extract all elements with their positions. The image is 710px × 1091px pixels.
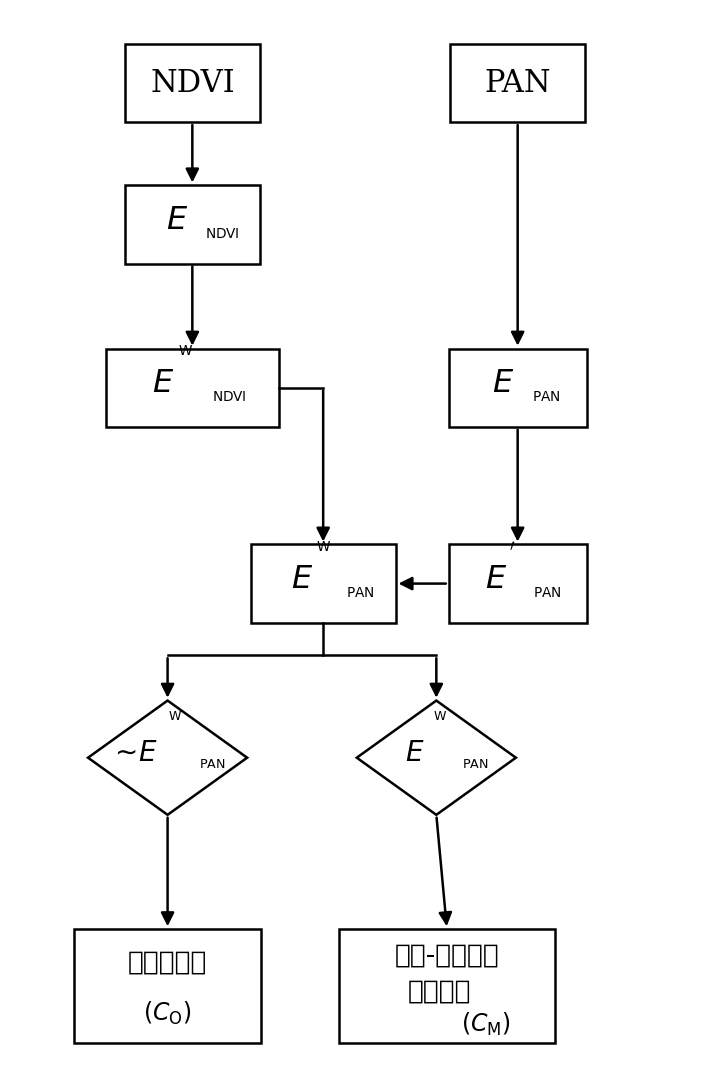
Text: $(C_{\rm M})$: $(C_{\rm M})$ bbox=[461, 1010, 510, 1038]
Text: $\mathit{E}$: $\mathit{E}$ bbox=[405, 740, 425, 767]
FancyBboxPatch shape bbox=[339, 930, 555, 1043]
Text: $\mathit{E}$: $\mathit{E}$ bbox=[151, 368, 174, 399]
Text: $_{\rm PAN}$: $_{\rm PAN}$ bbox=[346, 580, 374, 600]
Text: 其它亚像元: 其它亚像元 bbox=[128, 949, 207, 975]
Text: $_{\rm NDVI}$: $_{\rm NDVI}$ bbox=[212, 385, 246, 404]
Text: $\sim\!\mathit{E}$: $\sim\!\mathit{E}$ bbox=[109, 740, 158, 767]
Text: PAN: PAN bbox=[484, 68, 551, 98]
Text: $_{\rm PAN}$: $_{\rm PAN}$ bbox=[533, 580, 562, 600]
Text: 合亚像元: 合亚像元 bbox=[408, 979, 471, 1005]
Text: $_{\rm PAN}$: $_{\rm PAN}$ bbox=[532, 385, 560, 404]
Polygon shape bbox=[356, 700, 516, 815]
FancyBboxPatch shape bbox=[125, 185, 260, 264]
Text: $_{\rm PAN}$: $_{\rm PAN}$ bbox=[199, 753, 226, 771]
FancyBboxPatch shape bbox=[251, 544, 395, 623]
FancyBboxPatch shape bbox=[450, 44, 585, 122]
Text: $^{\rm W}$: $^{\rm W}$ bbox=[178, 346, 193, 364]
Text: $(C_{\rm O})$: $(C_{\rm O})$ bbox=[143, 999, 192, 1027]
Polygon shape bbox=[88, 700, 247, 815]
Text: $\mathit{E}$: $\mathit{E}$ bbox=[493, 368, 515, 399]
Text: $'$: $'$ bbox=[509, 541, 515, 565]
FancyBboxPatch shape bbox=[449, 544, 586, 623]
FancyBboxPatch shape bbox=[125, 44, 260, 122]
Text: NDVI: NDVI bbox=[150, 68, 234, 98]
Text: $^{\rm W}$: $^{\rm W}$ bbox=[168, 711, 182, 730]
Text: 植被-非植被混: 植被-非植被混 bbox=[395, 943, 499, 969]
Text: $^{\rm W}$: $^{\rm W}$ bbox=[432, 711, 447, 730]
FancyBboxPatch shape bbox=[74, 930, 261, 1043]
Text: $_{\rm PAN}$: $_{\rm PAN}$ bbox=[462, 753, 488, 771]
FancyBboxPatch shape bbox=[449, 348, 586, 427]
Text: $^{\rm W}$: $^{\rm W}$ bbox=[315, 541, 331, 561]
Text: $\mathit{E}$: $\mathit{E}$ bbox=[291, 564, 313, 595]
Text: $\mathit{E}$: $\mathit{E}$ bbox=[165, 205, 188, 236]
Text: $\mathit{E}$: $\mathit{E}$ bbox=[486, 564, 508, 595]
Text: $_{\rm NDVI}$: $_{\rm NDVI}$ bbox=[204, 221, 239, 240]
FancyBboxPatch shape bbox=[106, 348, 279, 427]
